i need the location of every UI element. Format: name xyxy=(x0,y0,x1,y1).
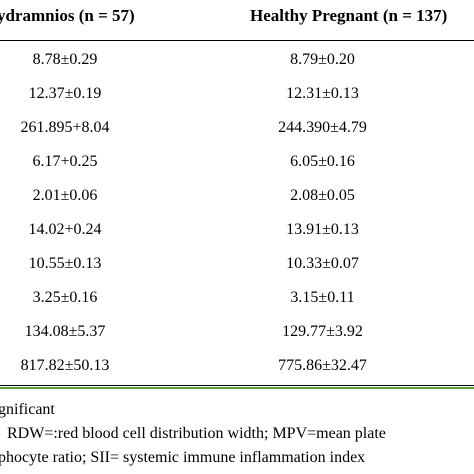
cell-healthy: 8.79±0.20 xyxy=(290,51,355,68)
footnote-abbreviations-continued: phocyte ratio; SII= systemic immune infl… xyxy=(0,449,366,466)
header-healthy-pregnant: Healthy Pregnant (n = 137) xyxy=(250,6,448,25)
table-row: 8.78±0.29 8.79±0.20 xyxy=(0,43,474,77)
cell-polyhydramnios: 261.895+8.04 xyxy=(20,119,110,136)
bottom-rule xyxy=(0,385,474,386)
cell-polyhydramnios: 8.78±0.29 xyxy=(32,51,98,68)
table-row: 817.82±50.13 775.86±32.47 xyxy=(0,349,474,383)
cell-healthy: 2.08±0.05 xyxy=(290,187,355,204)
cell-healthy: 6.05±0.16 xyxy=(290,153,355,170)
table-header: ydramnios (n = 57) Healthy Pregnant (n =… xyxy=(0,4,474,34)
table-row: 134.08±5.37 129.77±3.92 xyxy=(0,315,474,349)
cell-healthy: 244.390±4.79 xyxy=(278,119,367,136)
cell-polyhydramnios: 14.02+0.24 xyxy=(28,221,102,238)
cell-polyhydramnios: 134.08±5.37 xyxy=(24,323,106,340)
table-row: 12.37±0.19 12.31±0.13 xyxy=(0,77,474,111)
cell-polyhydramnios: 6.17+0.25 xyxy=(32,153,98,170)
cell-healthy: 10.33±0.07 xyxy=(286,255,359,272)
table-row: 10.55±0.13 10.33±0.07 xyxy=(0,247,474,281)
footnote-significance: gnificant xyxy=(0,401,55,418)
table-row: 3.25±0.16 3.15±0.11 xyxy=(0,281,474,315)
table-row: 2.01±0.06 2.08±0.05 xyxy=(0,179,474,213)
table-row: 261.895+8.04 244.390±4.79 xyxy=(0,111,474,145)
cell-polyhydramnios: 3.25±0.16 xyxy=(32,289,98,306)
cell-polyhydramnios: 10.55±0.13 xyxy=(28,255,102,272)
header-polyhydramnios: ydramnios (n = 57) xyxy=(0,6,135,25)
cell-polyhydramnios: 817.82±50.13 xyxy=(20,357,110,374)
table-footnotes: gnificant RDW=:red blood cell distributi… xyxy=(0,398,474,470)
cell-healthy: 129.77±3.92 xyxy=(282,323,363,340)
cell-healthy: 13.91±0.13 xyxy=(286,221,359,238)
cell-healthy: 12.31±0.13 xyxy=(286,85,359,102)
cell-polyhydramnios: 12.37±0.19 xyxy=(28,85,102,102)
cell-polyhydramnios: 2.01±0.06 xyxy=(32,187,98,204)
bottom-accent-rule xyxy=(0,387,474,389)
cell-healthy: 3.15±0.11 xyxy=(290,289,355,306)
table-row: 14.02+0.24 13.91±0.13 xyxy=(0,213,474,247)
header-rule xyxy=(0,40,474,41)
table-row: 6.17+0.25 6.05±0.16 xyxy=(0,145,474,179)
cell-healthy: 775.86±32.47 xyxy=(278,357,367,374)
footnote-abbreviations: RDW=:red blood cell distribution width; … xyxy=(7,425,386,442)
table-body: 8.78±0.29 8.79±0.20 12.37±0.19 12.31±0.1… xyxy=(0,43,474,383)
